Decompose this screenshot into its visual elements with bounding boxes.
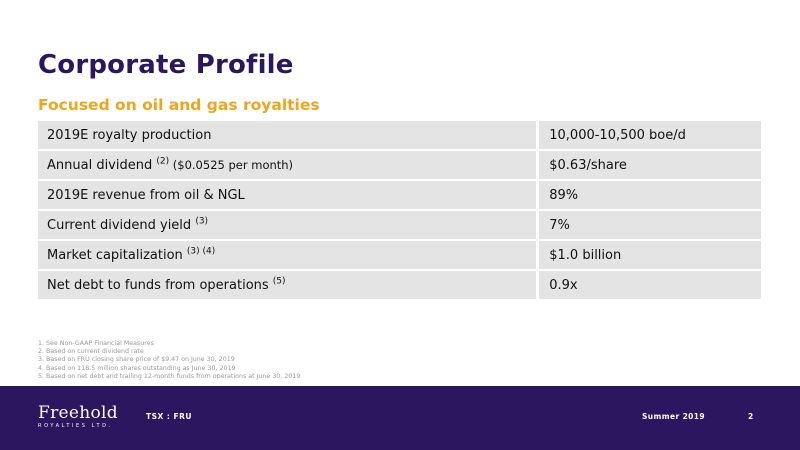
table-row: Annual dividend (2) ($0.0525 per month) … — [38, 150, 761, 181]
page-number: 2 — [748, 412, 754, 421]
row-value: 0.9x — [536, 270, 761, 301]
row-label: Annual dividend — [47, 157, 157, 173]
presentation-date: Summer 2019 — [642, 412, 706, 421]
footer-bar: Freehold ROYALTIES LTD. TSX : FRU Summer… — [0, 386, 800, 450]
logo-wordmark: Freehold — [38, 403, 118, 423]
footnote: 3. Based on FRU closing share price of $… — [38, 356, 235, 364]
page-title: Corporate Profile — [38, 50, 294, 80]
row-value: 89% — [536, 180, 761, 211]
row-label-cell: 2019E revenue from oil & NGL — [38, 180, 538, 211]
footnote-ref: (2) — [156, 156, 170, 167]
row-label-cell: Current dividend yield (3) — [38, 210, 538, 241]
table-row: 2019E royalty production 10,000-10,500 b… — [38, 121, 761, 151]
row-label-cell: 2019E royalty production — [38, 121, 538, 151]
footnote: 1. See Non-GAAP Financial Measures — [38, 340, 154, 347]
row-value: $0.63/share — [536, 150, 761, 181]
footnotes: 1. See Non-GAAP Financial Measures 2. Ba… — [38, 340, 300, 381]
table-row: Net debt to funds from operations (5) 0.… — [38, 270, 761, 301]
footnote: 4. Based on 118.5 million shares outstan… — [38, 364, 236, 372]
row-label-cell: Net debt to funds from operations (5) — [38, 270, 538, 301]
ticker-symbol: TSX : FRU — [146, 412, 193, 421]
footnote-ref: (3) (4) — [186, 246, 216, 257]
table-row: 2019E revenue from oil & NGL 89% — [38, 180, 761, 211]
profile-table: 2019E royalty production 10,000-10,500 b… — [38, 121, 761, 301]
row-label-cell: Market capitalization (3) (4) — [38, 240, 538, 271]
row-label: Market capitalization — [47, 247, 187, 263]
row-label: Net debt to funds from operations — [47, 277, 273, 293]
row-label-cell: Annual dividend (2) ($0.0525 per month) — [38, 150, 538, 181]
row-value: $1.0 billion — [536, 240, 761, 271]
row-label-extra: ($0.0525 per month) — [169, 157, 294, 172]
footnote: 5. Based on net debt and trailing 12-mon… — [38, 372, 301, 380]
table-row: Market capitalization (3) (4) $1.0 billi… — [38, 240, 761, 271]
freehold-logo: Freehold ROYALTIES LTD. — [38, 404, 118, 429]
row-label: 2019E revenue from oil & NGL — [47, 187, 245, 203]
row-value: 7% — [536, 210, 761, 241]
footnote-ref: (3) — [195, 216, 209, 227]
row-label: 2019E royalty production — [47, 127, 212, 143]
table-row: Current dividend yield (3) 7% — [38, 210, 761, 241]
row-value: 10,000-10,500 boe/d — [536, 121, 761, 151]
logo-subtext: ROYALTIES LTD. — [38, 423, 113, 429]
footnote: 2. Based on current dividend rate — [38, 348, 144, 356]
row-label: Current dividend yield — [47, 217, 196, 233]
footnote-ref: (5) — [272, 276, 286, 287]
page-subtitle: Focused on oil and gas royalties — [38, 96, 320, 114]
